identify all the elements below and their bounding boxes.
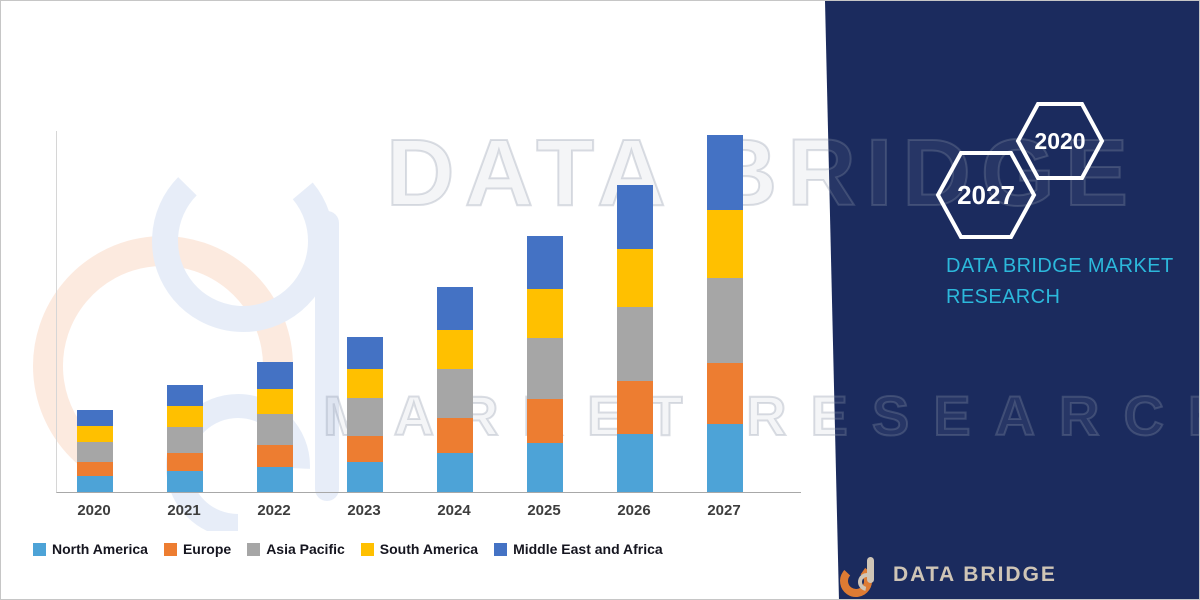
bar-segment-2024-south-america (437, 329, 473, 369)
bar-2025 (527, 236, 563, 492)
bar-segment-2021-north-america (167, 471, 203, 492)
legend-item-north-america: North America (33, 541, 148, 557)
bar-2022 (257, 361, 293, 492)
legend-label: Asia Pacific (266, 541, 345, 557)
legend-label: Europe (182, 541, 232, 557)
bar-segment-2021-europe (167, 452, 203, 472)
legend-item-europe: Europe (163, 541, 232, 557)
bar-segment-2023-middle-east-and-africa (347, 336, 383, 369)
bar-segment-2025-south-america (527, 288, 563, 338)
bar-segment-2021-asia-pacific (167, 427, 203, 453)
bar-segment-2025-europe (527, 399, 563, 444)
bar-segment-2026-north-america (617, 433, 653, 492)
bar-segment-2022-south-america (257, 388, 293, 414)
bar-2027 (707, 135, 743, 492)
bar-segment-2026-south-america (617, 248, 653, 308)
legend-label: North America (52, 541, 148, 557)
hexagon-badge-2020: 2020 (1015, 101, 1105, 186)
hexagon-outline (1015, 102, 1105, 180)
bar-segment-2023-north-america (347, 462, 383, 492)
legend-swatch-north-america (33, 542, 46, 556)
bar-segment-2021-south-america (167, 406, 203, 428)
bar-segment-2027-asia-pacific (707, 277, 743, 364)
bar-segment-2025-middle-east-and-africa (527, 236, 563, 289)
bar-segment-2027-south-america (707, 209, 743, 278)
bar-segment-2024-middle-east-and-africa (437, 287, 473, 330)
data-bridge-logo-icon (840, 557, 876, 597)
bar-segment-2020-asia-pacific (77, 441, 113, 462)
legend-item-middle-east-and-africa: Middle East and Africa (494, 541, 663, 557)
bar-segment-2026-asia-pacific (617, 307, 653, 381)
x-axis-label-2025: 2025 (527, 502, 561, 519)
x-axis-label-2027: 2027 (707, 502, 741, 519)
x-axis-label-2021: 2021 (167, 502, 201, 519)
bar-2023 (347, 336, 383, 492)
legend-swatch-middle-east-and-africa (494, 542, 508, 556)
bar-segment-2027-middle-east-and-africa (707, 135, 743, 210)
hexagon-year-left: 2027 (957, 180, 1015, 210)
bar-segment-2022-middle-east-and-africa (257, 361, 293, 389)
bar-segment-2027-north-america (707, 424, 743, 492)
hexagon-badge-2027: 2027 (934, 149, 1038, 246)
legend-label: Middle East and Africa (513, 541, 663, 557)
bar-segment-2024-north-america (437, 452, 473, 492)
bar-segment-2025-asia-pacific (527, 337, 563, 400)
bar-segment-2020-south-america (77, 425, 113, 442)
panel-title-line1: DATA BRIDGE MARKET (946, 255, 1174, 277)
panel-title: DATA BRIDGE MARKET RESEARCH (946, 251, 1174, 313)
legend-swatch-south-america (360, 542, 374, 556)
panel-title-line2: RESEARCH (946, 286, 1061, 308)
hexagon-outline (935, 151, 1037, 239)
bar-segment-2020-middle-east-and-africa (77, 409, 113, 426)
bar-segment-2023-europe (347, 436, 383, 463)
legend-label: South America (379, 541, 479, 557)
bar-segment-2024-europe (437, 417, 473, 453)
x-axis-labels: 2020 2021 2022 2023 2024 2025 2026 2027 (56, 502, 801, 522)
bar-2026 (617, 184, 653, 492)
x-axis-label-2026: 2026 (617, 502, 651, 519)
bar-segment-2022-north-america (257, 467, 293, 492)
legend-item-asia-pacific: Asia Pacific (247, 541, 345, 557)
bar-segment-2024-asia-pacific (437, 368, 473, 418)
bar-segment-2022-europe (257, 444, 293, 468)
bar-segment-2026-europe (617, 380, 653, 434)
hexagon-year-right: 2020 (1034, 128, 1085, 154)
x-axis-label-2023: 2023 (347, 502, 381, 519)
bar-2024 (437, 287, 473, 492)
watermark-data-bridge-text: DATA BRIDGE (385, 119, 1139, 227)
bar-segment-2023-south-america (347, 368, 383, 399)
x-axis-label-2020: 2020 (77, 502, 111, 519)
legend-item-south-america: South America (360, 541, 479, 557)
legend-swatch-europe (163, 542, 177, 556)
bar-segment-2025-north-america (527, 443, 563, 492)
bar-segment-2021-middle-east-and-africa (167, 384, 203, 407)
plot-area (56, 131, 801, 493)
footer-logo: DATA BRIDGE (839, 551, 1115, 599)
bar-2021 (167, 384, 203, 492)
x-axis-label-2022: 2022 (257, 502, 291, 519)
legend-swatch-asia-pacific (247, 542, 261, 556)
bar-segment-2023-asia-pacific (347, 398, 383, 437)
bar-2020 (77, 409, 113, 492)
bar-segment-2027-europe (707, 363, 743, 424)
chart-legend: North America Europe Asia Pacific South Ame… (33, 541, 663, 557)
footer-logo-text: DATA BRIDGE (893, 563, 1057, 586)
bar-segment-2022-asia-pacific (257, 413, 293, 445)
bar-segment-2020-north-america (77, 476, 113, 492)
bar-segment-2020-europe (77, 461, 113, 476)
bar-segment-2026-middle-east-and-africa (617, 184, 653, 249)
x-axis-label-2024: 2024 (437, 502, 471, 519)
